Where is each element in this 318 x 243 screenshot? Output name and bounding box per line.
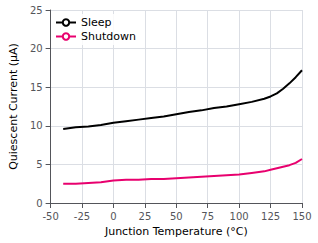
svg-text:Quiescent Current (μA): Quiescent Current (μA)	[7, 43, 20, 170]
svg-text:25: 25	[30, 5, 43, 16]
svg-text:25: 25	[139, 211, 152, 222]
svg-text:20: 20	[30, 43, 43, 54]
svg-text:Junction Temperature (°C): Junction Temperature (°C)	[104, 225, 248, 238]
svg-text:100: 100	[230, 211, 249, 222]
svg-text:10: 10	[30, 120, 43, 131]
svg-text:Shutdown: Shutdown	[81, 30, 136, 43]
svg-text:15: 15	[30, 82, 43, 93]
svg-text:0: 0	[110, 211, 116, 222]
svg-text:0: 0	[36, 198, 42, 209]
svg-text:50: 50	[170, 211, 183, 222]
svg-text:-50: -50	[42, 211, 58, 222]
svg-text:-25: -25	[74, 211, 90, 222]
svg-text:5: 5	[36, 159, 42, 170]
svg-text:75: 75	[201, 211, 214, 222]
svg-text:Sleep: Sleep	[81, 16, 112, 29]
svg-text:150: 150	[292, 211, 311, 222]
svg-text:125: 125	[261, 211, 280, 222]
